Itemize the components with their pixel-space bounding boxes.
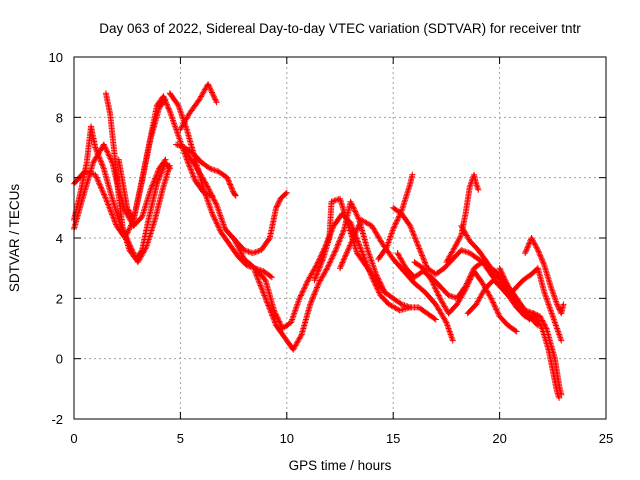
series-markers (375, 171, 416, 263)
series-markers (230, 210, 414, 332)
series-markers (337, 216, 456, 344)
series-markers (311, 195, 439, 323)
y-tick-label: 0 (56, 352, 63, 367)
x-tick-label: 20 (492, 431, 506, 446)
x-tick-label: 10 (280, 431, 294, 446)
x-tick-label: 5 (177, 431, 184, 446)
series-markers (496, 265, 563, 401)
series-markers (181, 147, 290, 257)
series-track-13 (337, 216, 456, 344)
chart-title: Day 063 of 2022, Sidereal Day-to-day VTE… (99, 21, 581, 36)
y-axis-label: SDTVAR / TECUs (7, 184, 22, 293)
x-axis-label: GPS time / hours (289, 458, 392, 473)
series-markers (411, 259, 520, 335)
series-markers (464, 265, 565, 344)
series-track-8 (177, 81, 220, 133)
series-track-20 (464, 265, 565, 344)
series-track-9 (181, 147, 290, 257)
x-tick-label: 25 (599, 431, 613, 446)
series-track-21 (522, 235, 567, 317)
series-track-22 (496, 265, 563, 401)
y-tick-label: 4 (56, 231, 63, 246)
series-track-14 (375, 171, 416, 263)
series-track-5 (115, 93, 216, 223)
x-tick-label: 15 (386, 431, 400, 446)
x-tick-label: 0 (70, 431, 77, 446)
y-tick-label: -2 (51, 412, 63, 427)
series-markers (522, 235, 567, 317)
series-track-12 (311, 195, 439, 323)
series-track-17 (411, 259, 520, 335)
series-markers (115, 93, 216, 223)
y-tick-label: 10 (49, 50, 63, 65)
series-track-10 (230, 210, 414, 332)
y-tick-label: 8 (56, 110, 63, 125)
series-track-4 (102, 90, 173, 263)
series-markers (102, 90, 173, 263)
y-tick-label: 6 (56, 171, 63, 186)
series-markers (177, 81, 220, 133)
axis-ticks: 0 5 10 15 20 25 -2 0 2 4 6 8 10 (49, 50, 614, 446)
y-tick-label: 2 (56, 291, 63, 306)
data-series (71, 81, 567, 401)
